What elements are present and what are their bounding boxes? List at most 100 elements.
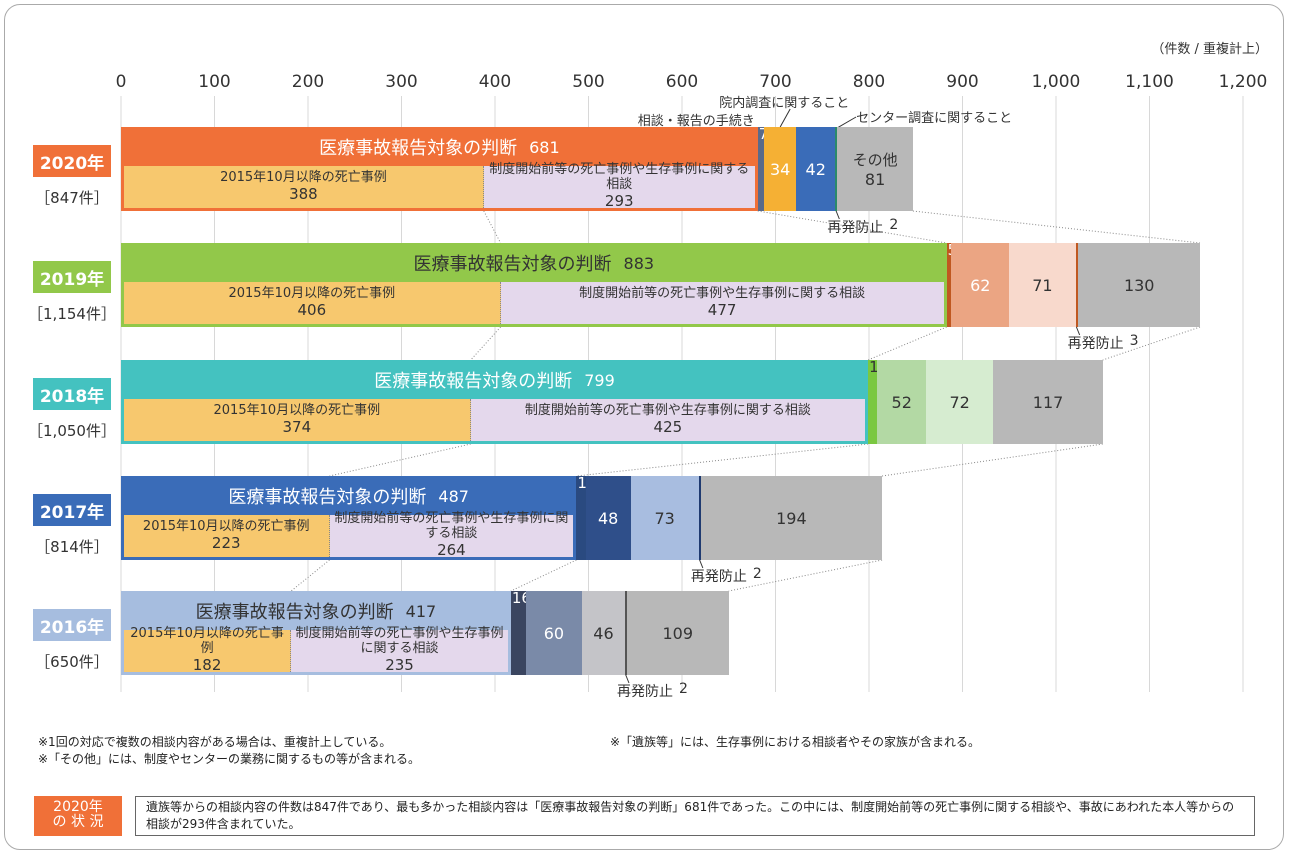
- main-label: 医療事故報告対象の判断 681: [121, 130, 758, 164]
- sub-bar: 2015年10月以降の死亡事例 406: [124, 282, 501, 324]
- data-label: 109: [662, 623, 694, 643]
- series-name: 医療事故報告対象の判断: [228, 487, 427, 508]
- x-tick-label: 700: [759, 72, 792, 92]
- x-tick-label: 900: [946, 72, 979, 92]
- frame: [4, 4, 1284, 850]
- summary-badge-line: 2020年: [53, 799, 103, 815]
- seg-label: 52: [877, 360, 926, 444]
- bar: [835, 127, 838, 211]
- note: ※「遺族等」には、生存事例における相談者やその家族が含まれる。: [610, 735, 981, 749]
- main-label: 医療事故報告対象の判断 417: [121, 594, 511, 628]
- series-name: 医療事故報告対象の判断: [319, 138, 518, 159]
- year-badge: 2016年: [33, 609, 111, 641]
- main-label: 医療事故報告対象の判断 487: [121, 479, 576, 513]
- year-badge: 2018年: [33, 378, 111, 410]
- data-label: 264: [437, 541, 466, 560]
- series-name: 再発防止: [616, 684, 673, 700]
- sub-name: 制度開始前等の死亡事例や生存事例に関する相談: [524, 402, 811, 418]
- sub-bar: 2015年10月以降の死亡事例 223: [124, 515, 330, 557]
- year-total: ［1,050件］: [28, 422, 116, 440]
- connector: [882, 443, 1103, 477]
- year-total: ［1,154件］: [28, 305, 116, 323]
- x-tick-label: 600: [665, 72, 699, 92]
- data-label: 388: [289, 184, 318, 203]
- seg-label: 194: [701, 476, 882, 560]
- x-tick-label: 100: [198, 72, 231, 92]
- data-label: 487: [438, 486, 469, 506]
- sub-name: 制度開始前等の死亡事例や生存事例に関する相談: [579, 285, 866, 301]
- data-label: 71: [1032, 275, 1053, 295]
- year-badge: 2020年: [33, 145, 111, 177]
- sub-name: 制度開始前等の死亡事例や生存事例に関する相談: [489, 162, 750, 193]
- sub-name: 2015年10月以降の死亡事例: [228, 285, 396, 301]
- series-name: 医療事故報告対象の判断: [195, 602, 394, 623]
- connector: [576, 443, 869, 477]
- year-total: ［847件］: [35, 189, 109, 207]
- data-label: 130: [1123, 275, 1155, 295]
- data-label: 34: [769, 159, 791, 179]
- bar: [585, 476, 631, 560]
- sub-name: 2015年10月以降の死亡事例: [213, 402, 381, 418]
- series-name: 再発防止: [690, 569, 747, 585]
- data-label: 46: [593, 623, 614, 643]
- seg-label: その他 81: [837, 127, 913, 211]
- data-label: 2: [752, 566, 762, 582]
- seg-label: 60: [526, 591, 582, 675]
- data-label: 883: [623, 253, 655, 273]
- data-label: 799: [584, 370, 615, 390]
- series-callout: 再発防止 2: [691, 566, 762, 586]
- x-tick-label: 1,000: [1031, 72, 1081, 92]
- data-label: 425: [653, 417, 683, 436]
- x-tick-label: 0: [115, 72, 127, 92]
- bar: [626, 591, 729, 675]
- data-label: 42: [805, 159, 826, 179]
- year-badge: 2017年: [33, 494, 111, 526]
- main-label: 医療事故報告対象の判断 799: [121, 363, 868, 397]
- series-callout: 相談・報告の手続き: [637, 114, 755, 129]
- unit-label: （件数 / 重複計上）: [1151, 42, 1268, 57]
- data-label: 72: [949, 392, 970, 412]
- sub-name: 制度開始前等の死亡事例や生存事例に関する相談: [334, 511, 569, 542]
- bar: [700, 476, 883, 560]
- sub-bar: 制度開始前等の死亡事例や生存事例に関する相談 425: [470, 399, 866, 441]
- x-tick-label: 800: [852, 72, 886, 92]
- seg-label: 42: [796, 127, 835, 211]
- series-name: 医療事故報告対象の判断: [374, 371, 573, 392]
- connector: [290, 559, 330, 592]
- data-label: 293: [604, 192, 634, 211]
- data-label: 374: [282, 417, 312, 436]
- connector: [912, 210, 1201, 244]
- bar: [525, 591, 582, 675]
- bar: [630, 476, 699, 560]
- series-name: 再発防止: [827, 220, 884, 236]
- x-tick-label: 200: [291, 72, 325, 92]
- sub-bar: 2015年10月以降の死亡事例 388: [124, 166, 484, 208]
- data-label: 48: [597, 508, 619, 528]
- bar: [868, 360, 878, 444]
- series-callout: センター調査に関すること: [856, 111, 1013, 126]
- data-label: 81: [864, 170, 886, 189]
- series-name: その他: [852, 151, 898, 169]
- data-label: 194: [776, 508, 807, 528]
- connector: [470, 326, 501, 361]
- x-tick-label: 400: [478, 72, 512, 92]
- sub-bar: 制度開始前等の死亡事例や生存事例に関する相談 235: [291, 626, 508, 674]
- sub-name: 2015年10月以降の死亡事例: [130, 626, 284, 657]
- seg-label: 71: [1009, 243, 1075, 327]
- bar: [1078, 243, 1200, 327]
- summary-badge: 2020年 の 状 況: [34, 796, 122, 836]
- series-callout: 再発防止 3: [1068, 333, 1139, 353]
- bar: [993, 360, 1103, 444]
- note: ※1回の対応で複数の相談内容がある場合は、重複計上している。: [38, 735, 392, 749]
- seg-label: 48: [586, 476, 631, 560]
- bar: [877, 360, 927, 444]
- sub-bar: 制度開始前等の死亡事例や生存事例に関する相談 264: [329, 511, 574, 560]
- data-label: 3: [1129, 333, 1139, 349]
- bar: [757, 127, 765, 211]
- x-tick-label: 500: [572, 72, 605, 92]
- year-badge: 2019年: [33, 261, 111, 293]
- leader-line: [779, 108, 791, 128]
- sub-bar: 2015年10月以降の死亡事例 374: [124, 399, 471, 441]
- bar: [946, 243, 952, 327]
